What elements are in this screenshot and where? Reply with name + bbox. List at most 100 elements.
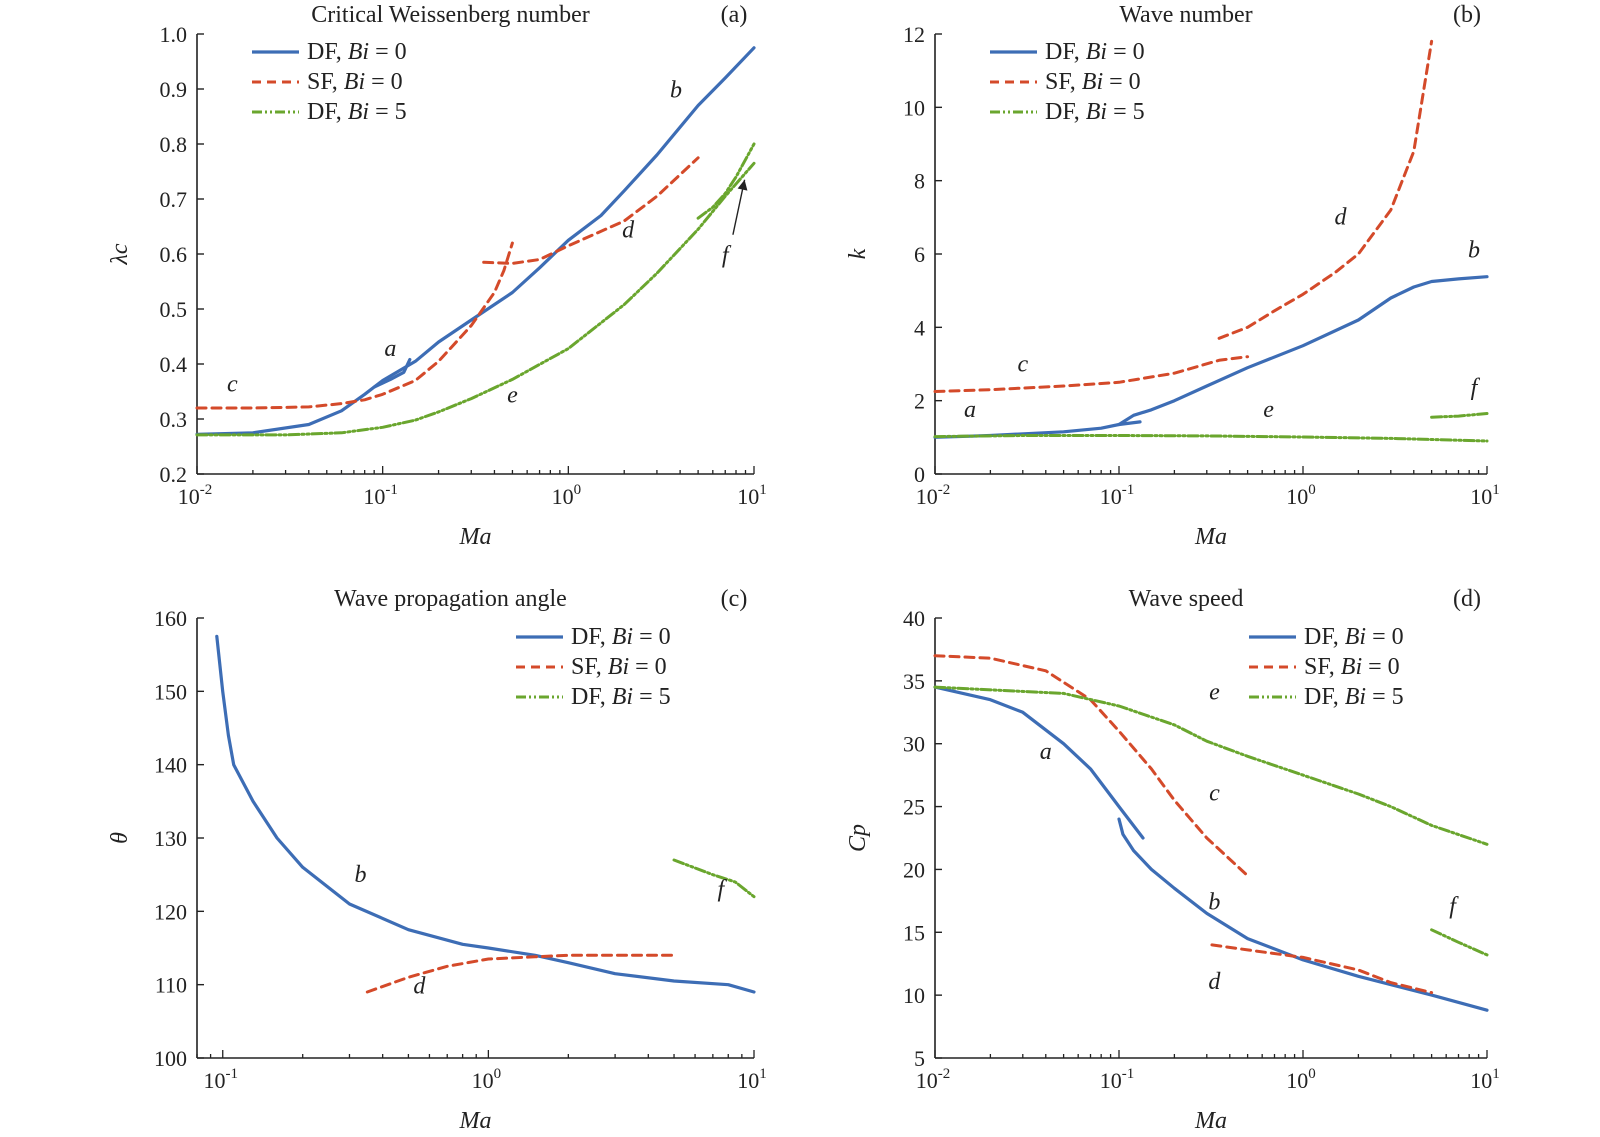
legend-label-part: = 0 [1107, 39, 1145, 65]
curve-label: f [722, 242, 732, 268]
x-tick-base: 10 [363, 484, 385, 509]
x-tick-base: 10 [1286, 1068, 1308, 1093]
curve-label: e [1263, 397, 1274, 423]
curve-label: e [507, 383, 518, 409]
y-tick-label: 0.9 [160, 77, 188, 102]
curve-label: f [717, 877, 727, 903]
legend-label: DF, Bi = 5 [1045, 99, 1145, 125]
y-tick-label: 0.3 [160, 407, 188, 432]
x-tick-label: 10-2 [178, 482, 213, 509]
series-line-sf_bi0 [933, 355, 1250, 393]
legend-label-part: = 5 [1107, 99, 1145, 125]
x-tick-exponent: 1 [1492, 482, 1500, 498]
y-tick-label: 120 [154, 899, 187, 924]
y-tick-label: 8 [914, 169, 925, 194]
y-tick-label: 100 [154, 1046, 187, 1071]
y-tick-label: 10 [903, 983, 925, 1008]
legend-label-part: DF, [571, 684, 612, 710]
x-tick-base: 10 [1470, 1068, 1492, 1093]
x-tick-base: 10 [552, 484, 574, 509]
panel-label: (c) [721, 586, 748, 612]
y-tick-label: 20 [903, 857, 925, 882]
x-tick-exponent: -2 [938, 482, 951, 498]
legend-label-part: = 5 [369, 99, 407, 125]
x-axis-label: Ma [459, 524, 492, 550]
legend: DF, Bi = 0 SF, Bi = 0 DF, Bi = 5 [990, 39, 1145, 125]
y-tick-label: 140 [154, 753, 187, 778]
y-tick-label: 0.8 [160, 132, 188, 157]
x-tick-label: 100 [552, 482, 582, 509]
series-line-df_bi5 [672, 858, 756, 899]
x-tick-base: 10 [1100, 484, 1122, 509]
series-line-df_bi0 [1117, 817, 1489, 1012]
y-tick-label: 12 [903, 22, 925, 47]
y-tick-label: 35 [903, 669, 925, 694]
y-tick-label: 4 [914, 315, 925, 340]
y-axis-label: λc [107, 243, 133, 265]
series-line-df_bi5 [1430, 928, 1489, 957]
legend-label-part: = 0 [1103, 69, 1141, 95]
legend-label: SF, Bi = 0 [307, 69, 403, 95]
curve-label: d [622, 218, 635, 244]
x-tick-label: 10-2 [916, 1066, 951, 1093]
legend-label: SF, Bi = 0 [1045, 69, 1141, 95]
curve-label: f [1471, 375, 1481, 401]
legend-label: SF, Bi = 0 [571, 654, 667, 680]
y-tick-label: 25 [903, 795, 925, 820]
legend-label-part: DF, [307, 39, 348, 65]
x-tick-label: 100 [1286, 482, 1316, 509]
legend-label: DF, Bi = 5 [571, 684, 671, 710]
curve-label: c [1017, 351, 1028, 377]
legend: DF, Bi = 0 SF, Bi = 0 DF, Bi = 5 [516, 624, 671, 710]
legend-label-part: Bi [1082, 69, 1103, 95]
legend-label: DF, Bi = 0 [1045, 39, 1145, 65]
y-tick-label: 0 [914, 462, 925, 487]
x-tick-exponent: -2 [200, 482, 213, 498]
y-tick-label: 130 [154, 826, 187, 851]
legend-label: DF, Bi = 5 [1304, 684, 1404, 710]
y-tick-label: 10 [903, 95, 925, 120]
x-tick-base: 10 [1286, 484, 1308, 509]
x-tick-base: 10 [203, 1068, 225, 1093]
curve-label: b [354, 862, 366, 888]
legend-label: DF, Bi = 0 [571, 624, 671, 650]
legend-label-part: DF, [1304, 624, 1345, 650]
series-line-df_bi5 [933, 434, 1489, 443]
legend: DF, Bi = 0SF, Bi = 0DF, Bi = 5 [1249, 624, 1404, 710]
legend-label-part: SF, [307, 69, 344, 95]
x-tick-base: 10 [1470, 484, 1492, 509]
legend-label-part: Bi [608, 654, 629, 680]
curve-label: b [670, 77, 682, 103]
legend-label-part: DF, [307, 99, 348, 125]
x-tick-exponent: 0 [494, 1066, 502, 1082]
y-axis-label: Cp [845, 824, 871, 852]
annotation-arrow-head [737, 179, 748, 191]
x-tick-exponent: -1 [225, 1066, 238, 1082]
x-tick-base: 10 [737, 484, 759, 509]
y-axis-label: k [845, 248, 871, 259]
y-tick-label: 0.7 [160, 187, 188, 212]
curve-label: d [413, 973, 426, 999]
series-line-df_bi0 [372, 358, 412, 389]
chart-title: Wave speed [1129, 586, 1244, 612]
series-line-sf_bi0 [482, 156, 700, 265]
legend-label: DF, Bi = 0 [1304, 624, 1404, 650]
legend-label-part: Bi [1086, 99, 1107, 125]
y-tick-label: 15 [903, 920, 925, 945]
legend-label-part: Bi [348, 39, 369, 65]
y-tick-label: 2 [914, 389, 925, 414]
x-tick-exponent: -1 [1122, 1066, 1135, 1082]
panel-label: (b) [1453, 2, 1481, 28]
x-tick-label: 101 [1470, 482, 1500, 509]
series-line-df_bi5 [696, 142, 756, 220]
x-tick-label: 100 [472, 1066, 502, 1093]
legend-label-part: Bi [612, 684, 633, 710]
legend-label-part: SF, [1045, 69, 1082, 95]
y-tick-label: 0.2 [160, 462, 188, 487]
curve-label: c [227, 372, 238, 398]
curve-label: b [1208, 890, 1220, 916]
legend-label-part: SF, [1304, 654, 1341, 680]
y-tick-label: 6 [914, 242, 925, 267]
x-tick-label: 101 [1470, 1066, 1500, 1093]
